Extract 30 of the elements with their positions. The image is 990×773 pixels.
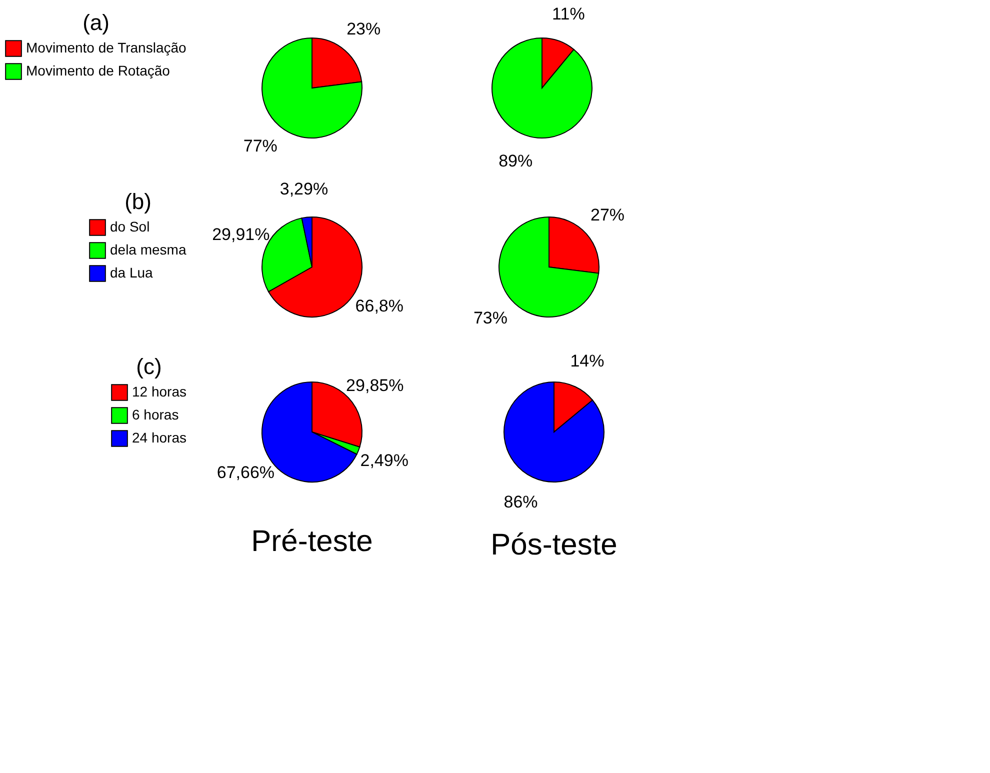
legend-title: (c) bbox=[136, 354, 162, 379]
data-label: 3,29% bbox=[280, 179, 328, 198]
pie-slice bbox=[492, 38, 592, 138]
legend-label: Movimento de Translação bbox=[26, 40, 187, 56]
data-label: 77% bbox=[243, 136, 278, 156]
data-label: 29,85% bbox=[346, 376, 404, 395]
data-label: 66,8% bbox=[355, 296, 404, 316]
data-label: 2,49% bbox=[360, 451, 408, 470]
legend-title: (a) bbox=[82, 10, 110, 35]
legend-label: 24 horas bbox=[132, 430, 186, 446]
pie-slice bbox=[504, 382, 604, 482]
data-label: 67,66% bbox=[216, 463, 275, 482]
data-label: 29,91% bbox=[212, 224, 270, 244]
legend-label: do Sol bbox=[110, 218, 150, 234]
legend-label: 12 horas bbox=[132, 384, 186, 400]
text: Pré-teste bbox=[251, 525, 373, 558]
legend-label: da Lua bbox=[110, 264, 154, 280]
legend-title: (b) bbox=[124, 189, 152, 214]
data-label: 14% bbox=[570, 351, 604, 370]
legend-label: Movimento de Rotação bbox=[26, 62, 170, 78]
text: Pós-teste bbox=[490, 528, 618, 562]
data-label: 23% bbox=[346, 19, 381, 38]
data-label: 89% bbox=[498, 151, 533, 170]
data-label: 73% bbox=[473, 308, 508, 328]
pie-slice bbox=[262, 38, 362, 138]
data-label: 11% bbox=[552, 4, 585, 24]
legend-label: dela mesma bbox=[110, 242, 186, 258]
legend-label: 6 horas bbox=[132, 406, 179, 422]
data-label: 27% bbox=[590, 205, 625, 224]
data-label: 86% bbox=[504, 492, 538, 512]
